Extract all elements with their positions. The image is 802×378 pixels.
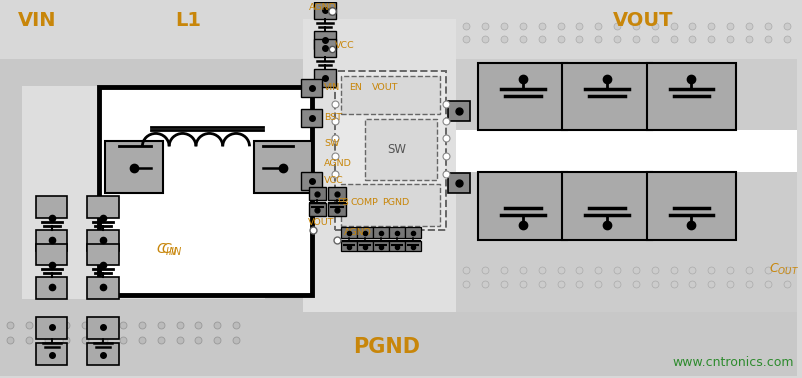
Bar	[388, 227, 404, 238]
Text: VIN: VIN	[18, 11, 56, 30]
Bar	[87, 243, 119, 265]
Text: www.cntronics.com: www.cntronics.com	[671, 356, 792, 369]
Bar	[253, 141, 311, 193]
Text: VCC: VCC	[324, 175, 344, 184]
Bar	[561, 63, 651, 130]
Bar	[87, 277, 119, 299]
Bar	[35, 243, 67, 265]
Bar	[87, 230, 119, 251]
Bar	[328, 203, 346, 216]
Bar	[314, 31, 336, 49]
Bar	[448, 101, 470, 121]
Text: FB: FB	[337, 198, 349, 208]
Bar	[335, 71, 446, 230]
Bar	[308, 187, 326, 200]
Bar	[300, 108, 322, 127]
Bar	[477, 172, 567, 240]
Bar	[314, 69, 336, 87]
Bar	[99, 87, 312, 295]
Bar	[404, 227, 420, 238]
Bar	[341, 240, 357, 251]
Bar	[365, 119, 436, 180]
Text: SW: SW	[387, 143, 406, 156]
Bar	[561, 172, 651, 240]
Bar	[446, 59, 796, 312]
Bar	[35, 317, 67, 339]
Bar	[87, 196, 119, 218]
Bar	[646, 63, 735, 130]
Bar	[308, 203, 326, 216]
Bar	[300, 79, 322, 97]
Bar	[35, 196, 67, 218]
Bar	[35, 230, 67, 251]
Text: AGND: AGND	[324, 159, 352, 168]
Text: SW: SW	[324, 139, 339, 148]
Bar	[105, 141, 163, 193]
Bar	[646, 172, 735, 240]
Bar	[341, 76, 440, 114]
Bar	[373, 227, 388, 238]
Text: VOUT: VOUT	[612, 11, 672, 30]
Bar	[341, 184, 440, 226]
Bar	[341, 227, 357, 238]
Text: L1: L1	[176, 11, 201, 30]
Bar	[302, 19, 456, 312]
Bar	[22, 86, 265, 299]
Bar	[314, 2, 336, 19]
Bar	[35, 277, 67, 299]
Bar	[357, 227, 373, 238]
Text: PGND: PGND	[382, 198, 409, 208]
Text: VIN: VIN	[324, 83, 340, 92]
Bar	[373, 240, 388, 251]
Bar	[300, 172, 322, 190]
Text: EN: EN	[349, 83, 362, 92]
Bar	[35, 343, 67, 365]
Text: $C_{IN}$: $C_{IN}$	[160, 241, 182, 258]
Text: VOUT: VOUT	[307, 218, 334, 227]
Bar	[456, 130, 796, 172]
Text: VOUT: VOUT	[371, 83, 398, 92]
Text: $C_{OUT}$: $C_{OUT}$	[768, 262, 798, 277]
Bar	[87, 343, 119, 365]
Text: $C_{IN}$: $C_{IN}$	[156, 241, 177, 258]
Bar	[314, 39, 336, 57]
Bar	[0, 312, 796, 376]
Bar	[87, 317, 119, 339]
Bar	[448, 173, 470, 193]
Text: COMP: COMP	[350, 198, 378, 208]
Text: BST: BST	[324, 113, 342, 122]
Bar	[477, 63, 567, 130]
Bar	[328, 187, 346, 200]
Text: AGND: AGND	[308, 3, 336, 12]
Bar	[357, 240, 373, 251]
Text: AGND: AGND	[344, 228, 371, 237]
Bar	[388, 240, 404, 251]
Text: PGND: PGND	[353, 337, 420, 357]
Bar	[404, 240, 420, 251]
Bar	[0, 59, 307, 312]
Text: VCC: VCC	[335, 41, 354, 50]
